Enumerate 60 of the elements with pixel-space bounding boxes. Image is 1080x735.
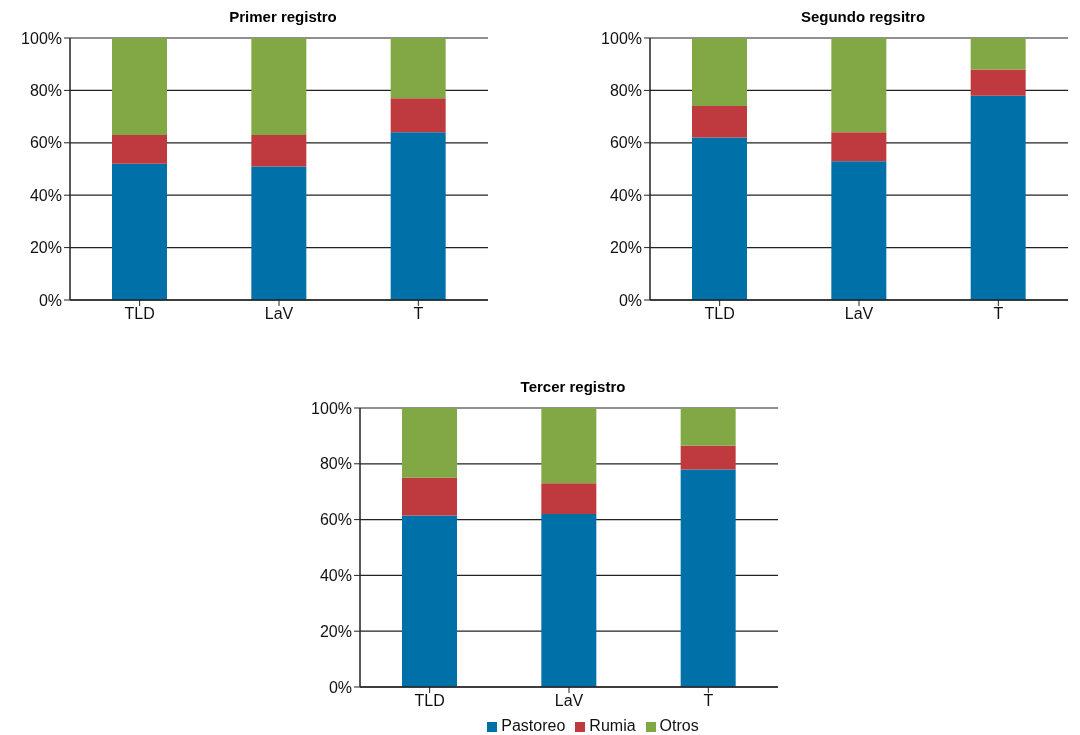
bar <box>390 38 446 99</box>
bar <box>390 132 446 300</box>
bar <box>251 38 307 135</box>
x-tick-label: T <box>993 305 1004 323</box>
legend-label: Rumia <box>589 717 636 734</box>
y-tick-label: 20% <box>609 239 642 257</box>
y-tick-label: 80% <box>29 82 62 100</box>
chart-title: Segundo regsitro <box>799 8 927 27</box>
x-tick-label: T <box>703 692 714 710</box>
bar <box>251 166 307 300</box>
x-tick-label: TLD <box>704 305 735 323</box>
y-tick-label: 60% <box>319 511 352 529</box>
bar <box>831 38 887 133</box>
bar <box>112 38 167 135</box>
bar <box>970 95 1026 300</box>
bar <box>970 38 1026 70</box>
y-tick-label: 0% <box>38 291 62 309</box>
x-tick-label: T <box>413 305 424 323</box>
y-tick-label: 60% <box>609 134 642 152</box>
bar <box>251 134 307 167</box>
chart-title: Tercer registro <box>519 378 627 397</box>
bar <box>831 161 887 300</box>
bar <box>390 98 446 133</box>
y-tick-label: 40% <box>609 186 642 204</box>
x-tick-label: LaV <box>264 305 294 323</box>
bar <box>541 408 597 484</box>
x-tick-label: TLD <box>414 692 445 710</box>
y-tick-label: 0% <box>618 291 642 309</box>
legend-label: Otros <box>659 717 699 734</box>
y-tick-label: 60% <box>29 134 62 152</box>
bar <box>680 445 736 470</box>
bar <box>831 132 887 162</box>
bar <box>692 106 747 138</box>
x-tick-label: LaV <box>554 692 584 710</box>
y-tick-label: 40% <box>29 186 62 204</box>
x-tick-label: TLD <box>124 305 155 323</box>
bar <box>112 163 167 300</box>
bar <box>541 514 597 687</box>
bar <box>112 134 167 164</box>
y-tick-label: 80% <box>319 455 352 473</box>
x-tick-label: LaV <box>844 305 874 323</box>
y-tick-label: 20% <box>29 239 62 257</box>
y-tick-label: 40% <box>319 567 352 585</box>
y-tick-label: 100% <box>21 29 62 47</box>
bar <box>680 408 736 446</box>
legend-label: Pastoreo <box>501 717 566 734</box>
bar <box>692 137 747 300</box>
bar <box>680 469 736 687</box>
bar <box>402 477 457 516</box>
bar <box>970 69 1026 96</box>
y-tick-label: 0% <box>328 678 352 696</box>
y-tick-label: 80% <box>609 82 642 100</box>
y-tick-label: 100% <box>311 399 352 417</box>
bar <box>402 408 457 478</box>
bar <box>402 515 457 687</box>
bar <box>692 38 747 107</box>
y-tick-label: 100% <box>601 29 642 47</box>
bar <box>541 483 597 515</box>
y-tick-label: 20% <box>319 622 352 640</box>
chart-title: Primer registro <box>228 8 338 27</box>
